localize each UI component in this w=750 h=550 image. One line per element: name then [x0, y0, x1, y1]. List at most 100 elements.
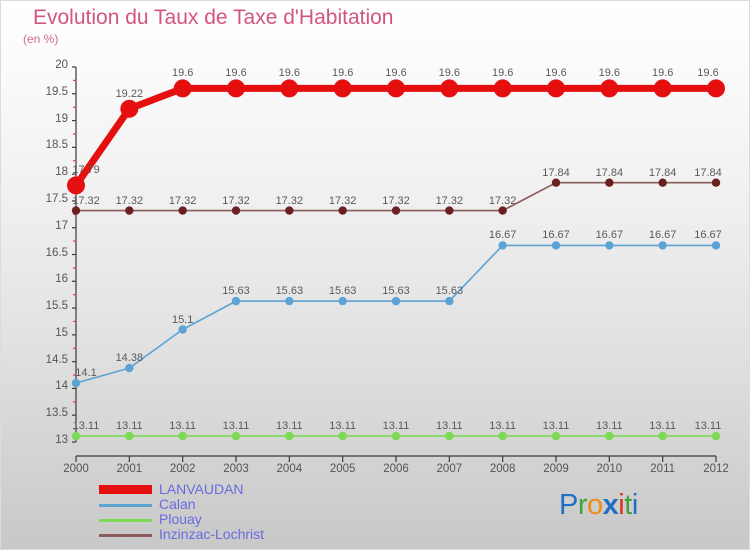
- data-point-label: 15.63: [435, 285, 464, 298]
- data-point-label: 15.63: [222, 285, 250, 298]
- logo-char: o: [587, 489, 603, 521]
- series-inzinzac-lochrist: [71, 178, 721, 215]
- legend-item-label: Calan: [159, 496, 196, 512]
- data-point-label: 17.79: [72, 164, 100, 177]
- data-point-label: 17.32: [115, 194, 144, 207]
- x-axis-tick-label: 2009: [543, 463, 569, 475]
- data-point-label: 13.11: [222, 420, 250, 433]
- y-axis-tick-label: 13: [55, 434, 68, 446]
- data-point-label: 19.6: [225, 67, 247, 80]
- x-axis-tick-label: 2008: [489, 463, 516, 475]
- page-title: Evolution du Taux de Taxe d'Habitation: [33, 6, 394, 29]
- logo-char: i: [618, 489, 625, 521]
- y-axis-tick-label: 14.5: [45, 353, 68, 366]
- data-point-label: 16.67: [648, 229, 677, 242]
- legend-item-plouay[interactable]: Plouay: [99, 511, 399, 528]
- chart-legend: LANVAUDAN Calan Plouay Inzinzac-Lochrist: [99, 481, 399, 543]
- data-point-label: 19.6: [278, 67, 301, 80]
- legend-item-label: Plouay: [159, 511, 202, 527]
- x-axis-tick-label: 2006: [383, 463, 409, 475]
- data-point-label: 13.11: [72, 420, 100, 433]
- x-axis-tick-label: 2005: [329, 463, 356, 475]
- data-point-label: 13.11: [382, 420, 410, 433]
- data-point-label: 17.32: [382, 194, 410, 207]
- y-axis-tick-label: 20: [55, 59, 68, 71]
- data-point-label: 15.1: [171, 313, 194, 326]
- data-point-label: 13.11: [275, 420, 303, 433]
- data-point-label: 17.32: [435, 194, 464, 207]
- data-point-label: 17.32: [72, 194, 100, 207]
- logo-char: r: [577, 489, 588, 521]
- legend-item-calan[interactable]: Calan: [99, 496, 399, 513]
- data-point-label: 19.6: [545, 67, 567, 80]
- x-axis-tick-label: 2010: [596, 463, 623, 475]
- x-axis-tick-label: 2002: [169, 463, 196, 475]
- data-point-label: 19.6: [598, 67, 621, 80]
- data-point-label: 17.84: [648, 166, 677, 179]
- x-axis-ticks: [75, 456, 717, 462]
- data-point-label: 13.11: [694, 420, 722, 433]
- data-point-label: 19.6: [171, 67, 194, 80]
- legend-item-inzinzac-lochrist[interactable]: Inzinzac-Lochrist: [99, 526, 399, 543]
- data-point-label: 19.6: [438, 67, 461, 80]
- x-axis-tick-label: 2007: [436, 463, 463, 475]
- data-point-label: 17.84: [694, 166, 722, 179]
- data-point-label: 16.67: [595, 229, 624, 242]
- data-point-label: 17.32: [488, 194, 517, 207]
- data-point-label: 13.11: [169, 420, 197, 433]
- data-point-label: 17.32: [328, 194, 357, 207]
- y-axis-tick-label: 14: [55, 380, 68, 393]
- data-point-label: 19.6: [697, 67, 719, 80]
- data-point-label: 19.6: [331, 67, 354, 80]
- page-subtitle: (en %): [23, 32, 59, 46]
- series-plouay: [71, 431, 721, 441]
- data-point-label: 16.67: [694, 229, 722, 242]
- data-point-label: 13.11: [329, 420, 357, 433]
- x-axis-tick-label: 2012: [703, 463, 729, 475]
- y-axis-tick-label: 18.5: [45, 139, 68, 152]
- y-axis-tick-label: 18: [55, 166, 68, 179]
- y-axis-tick-label: 13.5: [45, 407, 68, 420]
- y-axis-tick-label: 17.5: [45, 192, 68, 205]
- series-lanvaudan: [67, 79, 725, 195]
- data-point-label: 17.32: [222, 194, 250, 207]
- legend-item-label: LANVAUDAN: [159, 481, 244, 497]
- legend-color-swatch: [99, 485, 152, 494]
- logo-char: P: [559, 489, 578, 521]
- x-axis-tick-label: 2000: [63, 463, 89, 475]
- y-axis-tick-label: 17: [55, 219, 68, 232]
- y-axis-tick-label: 15.5: [45, 300, 68, 313]
- data-point-label: 17.84: [595, 166, 624, 179]
- data-point-label: 13.11: [489, 420, 517, 433]
- y-axis-tick-label: 15: [55, 326, 68, 339]
- data-point-label: 13.11: [649, 420, 677, 433]
- data-point-label: 14.1: [75, 367, 97, 380]
- legend-item-lanvaudan[interactable]: LANVAUDAN: [99, 481, 399, 498]
- proxiti-logo: Proxiti: [559, 489, 638, 522]
- series-calan: [71, 241, 721, 388]
- data-point-label: 14.38: [115, 352, 144, 365]
- chart-axes: [75, 67, 716, 457]
- x-axis-tick-label: 2011: [650, 463, 676, 475]
- data-point-label: 16.67: [542, 229, 570, 242]
- logo-char: i: [631, 489, 638, 521]
- y-axis-tick-label: 16.5: [45, 246, 68, 259]
- data-point-label: 19.6: [491, 67, 514, 80]
- data-point-label: 13.11: [115, 420, 143, 433]
- logo-char: t: [624, 489, 632, 521]
- data-point-label: 13.11: [542, 420, 570, 433]
- x-axis-tick-label: 2004: [276, 463, 303, 475]
- data-point-label: 19.22: [115, 87, 144, 100]
- data-point-label: 19.6: [651, 67, 674, 80]
- legend-item-label: Inzinzac-Lochrist: [159, 526, 265, 542]
- legend-color-swatch: [99, 519, 152, 522]
- data-point-label: 17.32: [168, 194, 197, 207]
- legend-color-swatch: [99, 534, 152, 537]
- data-point-label: 17.32: [275, 194, 304, 207]
- data-point-label: 15.63: [275, 285, 304, 298]
- legend-color-swatch: [99, 504, 152, 507]
- y-axis-tick-label: 19.5: [45, 85, 68, 98]
- y-axis-tick-label: 16: [55, 273, 68, 286]
